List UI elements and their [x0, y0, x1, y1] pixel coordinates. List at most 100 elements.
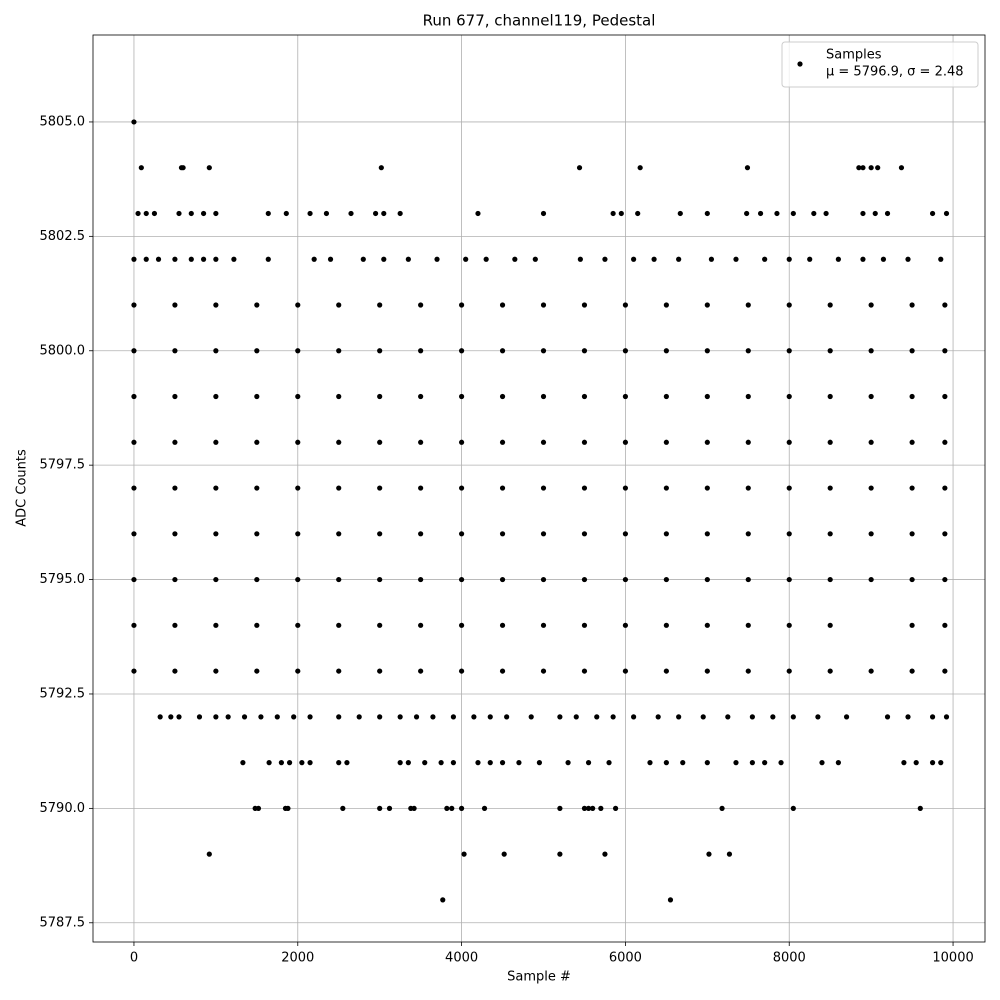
sample-point	[938, 256, 944, 262]
sample-point	[868, 393, 874, 400]
sample-point	[581, 393, 588, 400]
sample-point	[504, 714, 510, 720]
sample-point	[405, 760, 411, 766]
sample-point	[135, 210, 141, 217]
y-axis-label: ADC Counts	[15, 449, 30, 527]
sample-point	[827, 302, 833, 308]
legend-annotation: μ = 5796.9, σ = 2.48	[826, 65, 964, 80]
x-tick-label: 0	[130, 951, 138, 966]
sample-point	[942, 531, 948, 537]
sample-point	[336, 714, 342, 720]
sample-point	[585, 760, 592, 766]
sample-point	[487, 760, 493, 766]
sample-point	[762, 760, 768, 766]
sample-point	[909, 348, 915, 354]
sample-point	[807, 256, 813, 262]
sample-point	[440, 897, 446, 903]
sample-point	[254, 485, 260, 491]
sample-point	[667, 897, 674, 903]
sample-point	[172, 576, 178, 583]
sample-point	[706, 851, 712, 857]
sample-point	[265, 210, 271, 217]
sample-point	[704, 393, 710, 400]
sample-point	[461, 851, 467, 857]
sample-point	[172, 302, 178, 308]
sample-point	[565, 760, 571, 766]
sample-point	[835, 256, 841, 262]
sample-point	[540, 668, 547, 674]
sample-point	[663, 393, 669, 400]
sample-point	[397, 714, 403, 720]
sample-point	[868, 348, 874, 354]
sample-point	[637, 165, 643, 171]
sample-point	[458, 576, 465, 583]
sample-point	[573, 714, 579, 720]
sample-point	[909, 439, 915, 445]
sample-point	[663, 348, 669, 354]
sample-point	[499, 485, 506, 491]
sample-point	[790, 210, 796, 217]
sample-point	[377, 302, 383, 308]
sample-point	[719, 805, 725, 811]
sample-point	[405, 256, 411, 262]
sample-point	[131, 668, 137, 674]
sample-point	[868, 439, 874, 445]
sample-point	[295, 668, 301, 674]
sample-point	[905, 714, 911, 720]
chart-title: Run 677, channel119, Pedestal	[423, 12, 656, 30]
sample-point	[745, 622, 751, 628]
sample-point	[311, 256, 317, 262]
sample-point	[786, 531, 792, 537]
sample-point	[868, 485, 874, 491]
sample-point	[577, 256, 583, 262]
sample-point	[602, 851, 608, 857]
y-tick-label: 5800.0	[40, 343, 86, 358]
sample-point	[377, 622, 383, 628]
sample-point	[143, 210, 149, 217]
sample-point	[726, 851, 733, 857]
sample-point	[299, 760, 305, 766]
sample-point	[909, 485, 915, 491]
sample-point	[241, 714, 248, 720]
sample-point	[172, 393, 178, 400]
sample-point	[206, 851, 212, 857]
x-tick-label: 10000	[932, 951, 973, 966]
sample-point	[377, 348, 383, 354]
sample-point	[708, 256, 715, 262]
sample-point	[884, 210, 891, 217]
sample-point	[786, 622, 792, 628]
sample-point	[868, 165, 874, 171]
sample-point	[172, 668, 178, 674]
sample-point	[131, 439, 137, 445]
sample-point	[598, 805, 604, 811]
sample-point	[274, 714, 280, 720]
sample-point	[336, 531, 342, 537]
sample-point	[254, 622, 260, 628]
sample-point	[875, 165, 881, 171]
sample-point	[700, 714, 706, 720]
legend: Samples μ = 5796.9, σ = 2.48	[781, 41, 979, 88]
sample-point	[823, 210, 829, 217]
sample-point	[356, 714, 362, 720]
sample-point	[151, 210, 158, 217]
sample-point	[868, 302, 874, 308]
sample-point	[585, 805, 592, 811]
sample-point	[704, 760, 710, 766]
sample-point	[283, 210, 289, 217]
y-tick-label: 5792.5	[40, 686, 86, 701]
y-tick-label: 5805.0	[40, 114, 86, 129]
sample-point	[663, 302, 669, 308]
sample-point	[786, 439, 792, 445]
sample-point	[622, 622, 629, 628]
sample-point	[909, 576, 915, 583]
sample-point	[213, 576, 219, 583]
sample-point	[651, 256, 657, 262]
sample-point	[929, 760, 936, 766]
sample-point	[418, 393, 424, 400]
sample-point	[213, 256, 219, 262]
sample-point	[444, 805, 450, 811]
sample-point	[663, 760, 669, 766]
legend-marker	[797, 61, 803, 67]
sample-point	[131, 348, 137, 354]
sample-point	[663, 668, 669, 674]
